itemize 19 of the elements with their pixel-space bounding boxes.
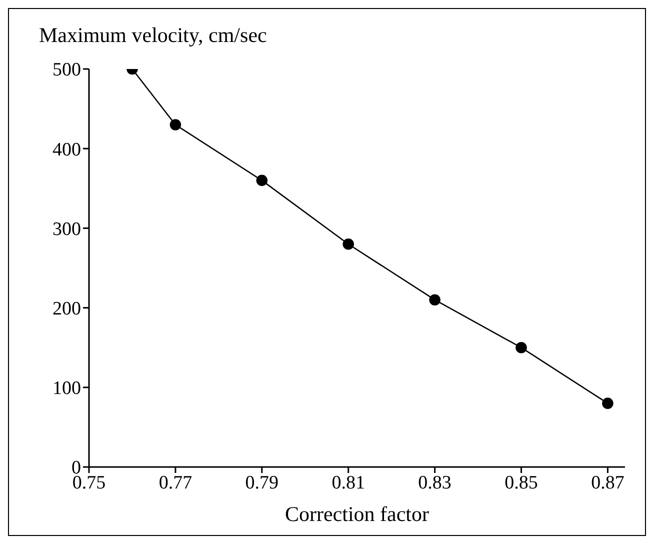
x-tick-label: 0.77 [158, 472, 192, 494]
y-tick-label: 500 [52, 60, 81, 81]
x-axis-title: Correction factor [284, 502, 430, 526]
y-tick-label: 200 [52, 298, 81, 320]
point [170, 119, 182, 130]
point [602, 398, 614, 409]
point [429, 294, 440, 306]
y-axis-title: Maximum velocity, cm/sec [39, 23, 267, 48]
point [256, 174, 268, 186]
x-tick-label: 0.87 [591, 472, 624, 494]
point [342, 238, 354, 250]
y-tick-label: 400 [52, 139, 81, 160]
point [516, 342, 527, 354]
x-tick-label: 0.81 [332, 472, 365, 494]
x-tick-label: 0.85 [504, 472, 538, 494]
x-tick-label: 0.83 [418, 472, 452, 494]
x-tick-label: 0.79 [245, 472, 279, 494]
y-tick-label: 300 [52, 218, 81, 240]
y-tick-label: 100 [52, 378, 81, 400]
